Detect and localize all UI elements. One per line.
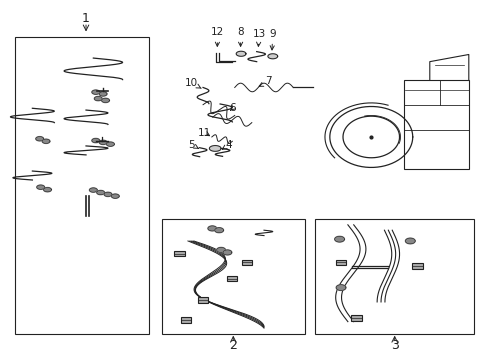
- Bar: [174, 251, 184, 256]
- Polygon shape: [99, 140, 107, 144]
- Text: 8: 8: [237, 27, 244, 46]
- Bar: [161, 220, 305, 334]
- Polygon shape: [111, 194, 119, 198]
- Polygon shape: [36, 136, 43, 141]
- Text: 13: 13: [252, 29, 265, 46]
- Polygon shape: [335, 285, 345, 291]
- Polygon shape: [92, 138, 100, 143]
- Text: 10: 10: [185, 78, 201, 88]
- Polygon shape: [223, 250, 231, 255]
- Polygon shape: [267, 54, 277, 59]
- Bar: [404, 80, 468, 169]
- Polygon shape: [214, 228, 223, 233]
- Polygon shape: [97, 190, 104, 195]
- Polygon shape: [37, 185, 44, 189]
- Bar: [411, 263, 422, 269]
- Polygon shape: [102, 98, 109, 103]
- Polygon shape: [216, 247, 225, 252]
- Text: 7: 7: [259, 76, 272, 86]
- Bar: [335, 260, 346, 265]
- Text: 12: 12: [211, 27, 224, 46]
- Bar: [350, 315, 361, 321]
- Bar: [227, 276, 237, 281]
- Polygon shape: [236, 51, 245, 56]
- Polygon shape: [94, 96, 102, 101]
- Bar: [15, 37, 149, 334]
- Bar: [315, 220, 473, 334]
- Polygon shape: [92, 90, 100, 94]
- Text: 9: 9: [269, 29, 276, 50]
- Bar: [197, 297, 208, 303]
- Text: 3: 3: [390, 339, 398, 352]
- Polygon shape: [104, 192, 112, 197]
- Polygon shape: [42, 139, 50, 143]
- Polygon shape: [106, 142, 114, 146]
- Text: 1: 1: [82, 12, 90, 25]
- Text: 6: 6: [229, 103, 236, 113]
- Text: 4: 4: [222, 140, 232, 150]
- Polygon shape: [43, 188, 51, 192]
- Polygon shape: [99, 92, 107, 96]
- Polygon shape: [207, 226, 216, 231]
- Bar: [180, 317, 191, 323]
- Polygon shape: [405, 238, 414, 244]
- Text: 5: 5: [188, 140, 198, 150]
- Polygon shape: [209, 145, 221, 151]
- Polygon shape: [334, 236, 344, 242]
- Bar: [242, 260, 251, 265]
- Text: 2: 2: [229, 339, 237, 352]
- Polygon shape: [89, 188, 97, 192]
- Text: 11: 11: [198, 128, 211, 138]
